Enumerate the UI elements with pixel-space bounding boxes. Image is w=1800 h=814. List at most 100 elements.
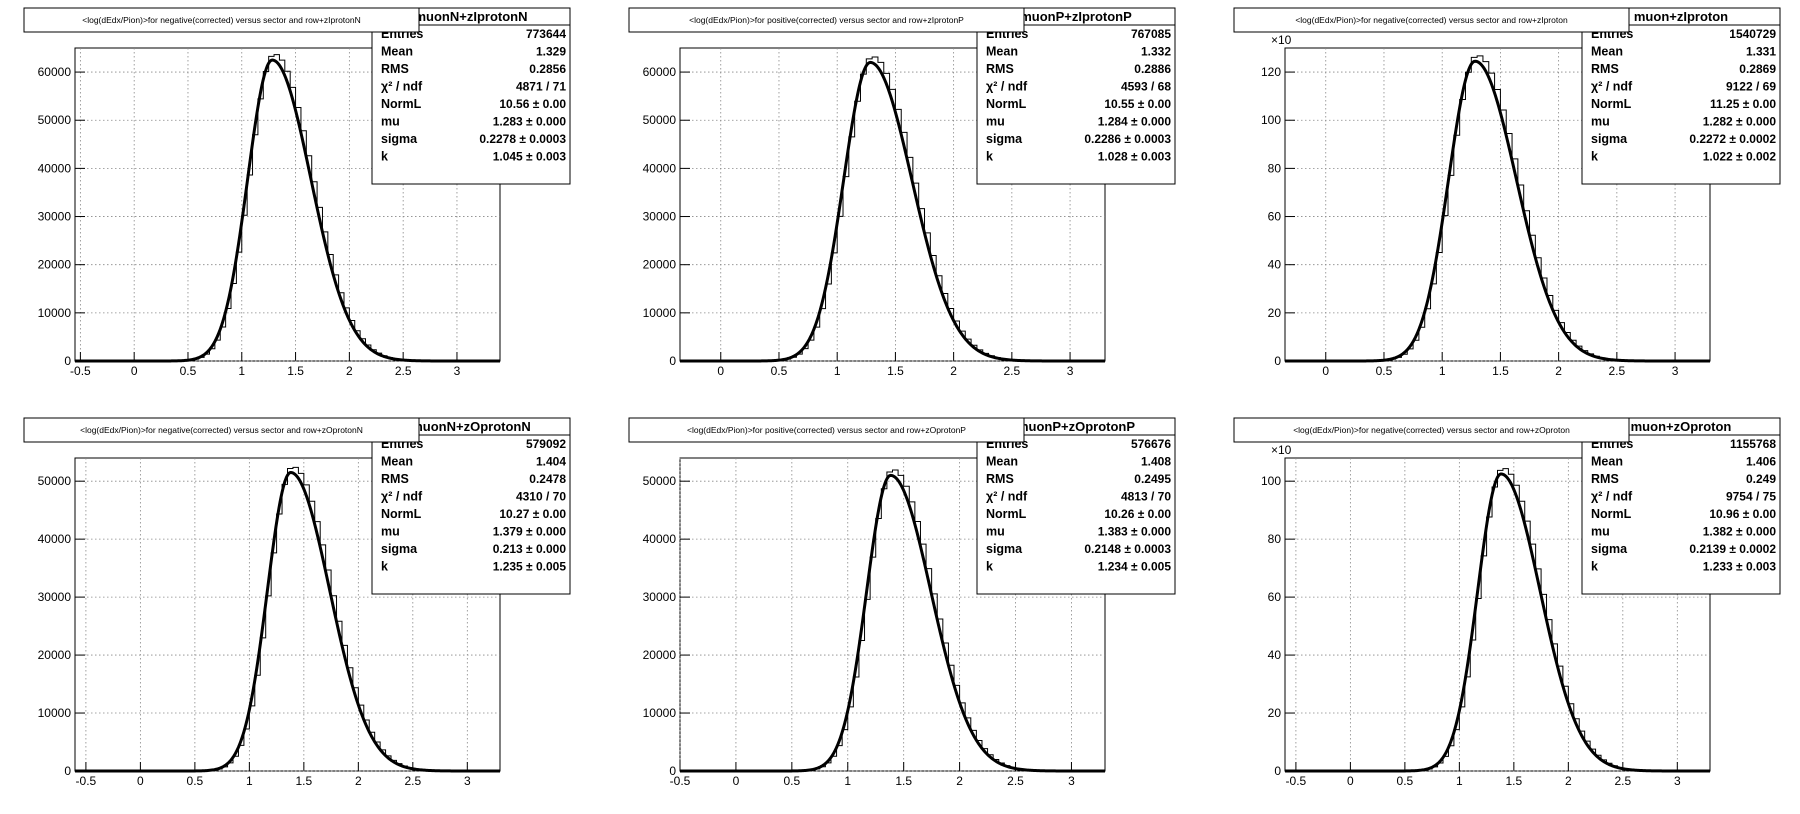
x-tick-label: 0 (1322, 364, 1329, 378)
x-tick-label: 2.5 (395, 364, 412, 378)
y-tick-label: 60000 (643, 65, 677, 79)
x-tick-label: 3 (1068, 774, 1075, 788)
stats-label: k (986, 150, 993, 164)
stats-name: muonN+zIprotonN (414, 9, 527, 24)
stats-value: 10.27 ± 0.00 (499, 507, 566, 521)
chart-title: <log(dEdx/Pion)>for positive(corrected) … (687, 425, 966, 435)
stats-value: 4813 / 70 (1121, 490, 1171, 504)
stats-box (1581, 417, 1781, 595)
stats-value: 4871 / 71 (516, 80, 566, 94)
stats-label: RMS (381, 62, 409, 76)
stats-box (371, 7, 571, 185)
x-tick-label: 0 (717, 364, 724, 378)
stats-label: Mean (986, 45, 1018, 59)
x-tick-label: 0.5 (180, 364, 197, 378)
stats-label: k (381, 150, 388, 164)
pad-5: -0.5 0 0.5 1 1.5 2 2.5 301000020000300004000050… (628, 417, 1176, 788)
y-tick-label: 10000 (38, 306, 72, 320)
stats-label: mu (381, 525, 400, 539)
stats-value: 1.235 ± 0.005 (493, 560, 567, 574)
x-tick-label: 0.5 (771, 364, 788, 378)
x-tick-label: 1 (834, 364, 841, 378)
x-tick-label: 2 (1555, 364, 1562, 378)
y-tick-label: 20000 (38, 258, 72, 272)
x-tick-label: 0 (1347, 774, 1354, 788)
x-tick-label: 3 (1067, 364, 1074, 378)
stats-label: sigma (986, 132, 1023, 146)
stats-label: Mean (1591, 455, 1623, 469)
title-box (1233, 417, 1630, 443)
x-tick-label: 2.5 (1004, 364, 1021, 378)
fit-curve (1285, 59, 1710, 363)
x-tick-label: 1.5 (287, 364, 304, 378)
stats-value: 0.2478 (529, 472, 566, 486)
x-tick-label: 2.5 (1614, 774, 1631, 788)
x-tick-label: 2 (956, 774, 963, 788)
y-tick-label: 50000 (38, 113, 72, 127)
y-tick-label: 40 (1268, 648, 1282, 662)
x-tick-label: 0.5 (1397, 774, 1414, 788)
stats-value: 0.2886 (1134, 62, 1171, 76)
x-tick-label: 3 (1674, 774, 1681, 788)
x-tick-label: 1 (238, 364, 245, 378)
y-tick-label: 20000 (643, 648, 677, 662)
chart-title: <log(dEdx/Pion)>for negative(corrected) … (1293, 425, 1570, 435)
y-tick-label: 40000 (643, 532, 677, 546)
y-exponent-label: ×10 (1271, 33, 1292, 47)
y-exponent-label: ×10 (1271, 443, 1292, 457)
stats-value: 0.2139 ± 0.0002 (1689, 542, 1776, 556)
y-tick-label: 30000 (38, 590, 72, 604)
chart-title: <log(dEdx/Pion)>for negative(corrected) … (82, 15, 361, 25)
stats-value: 1.233 ± 0.003 (1703, 560, 1777, 574)
stats-name: muon+zIproton (1634, 9, 1728, 24)
x-tick-label: 1.5 (296, 774, 313, 788)
x-tick-label: 2.5 (404, 774, 421, 788)
y-tick-label: 60000 (38, 65, 72, 79)
stats-value: 10.26 ± 0.00 (1104, 507, 1171, 521)
x-tick-label: 0 (131, 364, 138, 378)
y-tick-label: 30000 (38, 210, 72, 224)
x-tick-label: 2 (346, 364, 353, 378)
y-tick-label: 10000 (38, 706, 72, 720)
stats-value: 1.282 ± 0.000 (1703, 115, 1777, 129)
y-tick-label: 100 (1261, 113, 1281, 127)
pad-1: -0.5 0 0.5 1 1.5 2 2.5 301000020000300004000050… (23, 7, 571, 378)
stats-value: 0.2278 ± 0.0003 (479, 132, 566, 146)
title-box (23, 417, 420, 443)
x-tick-label: 1.5 (895, 774, 912, 788)
stats-label: χ² / ndf (1591, 490, 1633, 504)
y-tick-label: 50000 (38, 474, 72, 488)
y-tick-label: 40000 (38, 161, 72, 175)
y-tick-label: 0 (669, 764, 676, 778)
stats-label: k (1591, 560, 1598, 574)
stats-value: 0.249 (1746, 472, 1776, 486)
stats-value: 10.55 ± 0.00 (1104, 97, 1171, 111)
stats-value: 1.028 ± 0.003 (1098, 150, 1172, 164)
stats-value: 1.045 ± 0.003 (493, 150, 567, 164)
fit-curve (680, 473, 1105, 773)
stats-label: NormL (381, 97, 422, 111)
x-tick-label: -0.5 (670, 774, 691, 788)
stats-label: k (1591, 150, 1598, 164)
stats-value: 0.2856 (529, 62, 566, 76)
title-box (1233, 7, 1630, 33)
x-tick-label: 0 (733, 774, 740, 788)
y-tick-label: 0 (64, 354, 71, 368)
x-tick-label: 1.5 (1506, 774, 1523, 788)
stats-name: muonP+zIprotonP (1020, 9, 1132, 24)
y-tick-label: 10000 (643, 706, 677, 720)
stats-value: 4593 / 68 (1121, 80, 1171, 94)
stats-value: 0.2286 ± 0.0003 (1084, 132, 1171, 146)
stats-value: 1.329 (536, 45, 566, 59)
stats-box (976, 417, 1176, 595)
stats-value: 1155768 (1730, 437, 1776, 451)
stats-label: mu (381, 115, 400, 129)
x-tick-label: 1 (1439, 364, 1446, 378)
y-tick-label: 100 (1261, 474, 1281, 488)
stats-value: 0.2869 (1739, 62, 1776, 76)
y-tick-label: 60 (1268, 210, 1282, 224)
y-tick-label: 60 (1268, 590, 1282, 604)
stats-label: χ² / ndf (381, 80, 423, 94)
x-tick-label: 2.5 (1007, 774, 1024, 788)
x-tick-label: 3 (454, 364, 461, 378)
